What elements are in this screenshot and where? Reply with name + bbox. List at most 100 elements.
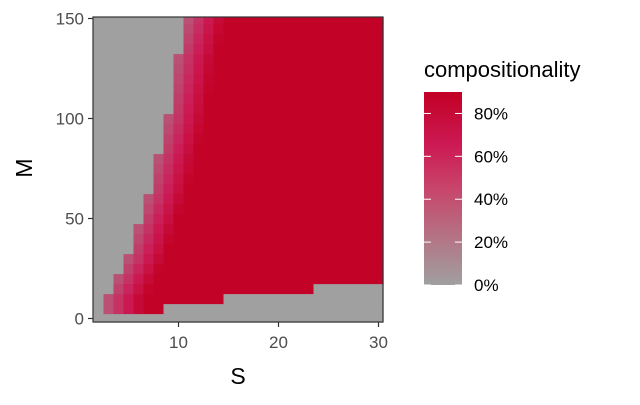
heatmap-cell (153, 223, 165, 235)
heatmap-cell (323, 273, 335, 285)
heatmap-cell (253, 153, 265, 165)
heatmap-cell (253, 73, 265, 85)
heatmap-cell (313, 263, 325, 275)
heatmap-cell (313, 293, 325, 305)
heatmap-cell (93, 17, 105, 25)
heatmap-cell (223, 123, 235, 135)
heatmap-cell (243, 253, 255, 265)
heatmap-cell (253, 83, 265, 95)
heatmap-cell (323, 113, 335, 125)
heatmap-cell (93, 143, 105, 155)
heatmap-cell (253, 303, 265, 315)
heatmap-cell (223, 203, 235, 215)
heatmap-cell (213, 193, 225, 205)
heatmap-cell (293, 163, 305, 175)
legend-tick-label: 0% (474, 276, 499, 295)
heatmap-cell (163, 313, 175, 323)
heatmap-cell (303, 233, 315, 245)
heatmap-cell (263, 93, 275, 105)
heatmap-cell (283, 53, 295, 65)
heatmap-cell (243, 123, 255, 135)
heatmap-cell (303, 243, 315, 255)
heatmap-cell (143, 283, 155, 295)
heatmap-cell (183, 293, 195, 305)
heatmap-cell (313, 93, 325, 105)
heatmap-cell (123, 173, 135, 185)
heatmap-cell (373, 243, 384, 255)
heatmap-cell (353, 213, 365, 225)
heatmap-cell (253, 213, 265, 225)
heatmap-cell (193, 213, 205, 225)
heatmap-cell (293, 253, 305, 265)
heatmap-cell (133, 73, 145, 85)
heatmap-cell (333, 43, 345, 55)
heatmap-cell (133, 173, 145, 185)
heatmap-cell (233, 83, 245, 95)
heatmap-cell (103, 53, 115, 65)
heatmap-cell (163, 123, 175, 135)
heatmap-cell (183, 103, 195, 115)
heatmap-cell (263, 73, 275, 85)
heatmap-cell (363, 233, 375, 245)
heatmap-cell (113, 153, 125, 165)
heatmap-cell (263, 63, 275, 75)
heatmap-cell (173, 63, 185, 75)
heatmap-cell (93, 103, 105, 115)
heatmap-cell (243, 303, 255, 315)
heatmap-cell (243, 273, 255, 285)
heatmap-cell (253, 223, 265, 235)
heatmap-cell (333, 163, 345, 175)
heatmap-cell (123, 193, 135, 205)
heatmap-cell (103, 103, 115, 115)
heatmap-cell (323, 53, 335, 65)
legend-ticks: 0% 20% 40% 60% 80% (424, 104, 508, 295)
heatmap-cell (173, 73, 185, 85)
heatmap-cell (303, 223, 315, 235)
heatmap-cell (343, 183, 355, 195)
heatmap-cell (123, 153, 135, 165)
heatmap-cell (143, 253, 155, 265)
heatmap-cell (103, 213, 115, 225)
heatmap-cell (103, 183, 115, 195)
heatmap-cell (163, 83, 175, 95)
heatmap-cell (333, 53, 345, 65)
heatmap-cell (303, 143, 315, 155)
heatmap-cell (273, 173, 285, 185)
heatmap-cell (263, 303, 275, 315)
heatmap-cell (293, 293, 305, 305)
heatmap-cell (323, 313, 335, 323)
heatmap-cell (293, 143, 305, 155)
heatmap-cell (223, 43, 235, 55)
heatmap-cell (203, 33, 215, 45)
heatmap-cell (113, 273, 125, 285)
heatmap-cell (113, 203, 125, 215)
heatmap-cell (213, 153, 225, 165)
heatmap-cell (373, 73, 384, 85)
heatmap-cell (333, 283, 345, 295)
heatmap-cell (143, 53, 155, 65)
heatmap-cell (333, 153, 345, 165)
heatmap-cell (373, 213, 384, 225)
heatmap-cell (363, 23, 375, 35)
heatmap-cell (243, 213, 255, 225)
heatmap-cell (343, 17, 355, 25)
heatmap-cell (103, 133, 115, 145)
heatmap-cell (173, 303, 185, 315)
heatmap-cell (153, 293, 165, 305)
heatmap-cell (193, 143, 205, 155)
heatmap-cell (313, 17, 325, 25)
heatmap-cell (293, 73, 305, 85)
heatmap-cell (163, 203, 175, 215)
heatmap-cell (263, 233, 275, 245)
heatmap-cell (143, 223, 155, 235)
heatmap-cell (163, 193, 175, 205)
heatmap-cell (363, 303, 375, 315)
heatmap-cell (343, 153, 355, 165)
heatmap-cell (333, 243, 345, 255)
heatmap-cell (313, 253, 325, 265)
heatmap-cell (293, 233, 305, 245)
heatmap-cell (233, 103, 245, 115)
heatmap-cell (233, 53, 245, 65)
heatmap-cell (363, 17, 375, 25)
heatmap-cell (283, 73, 295, 85)
